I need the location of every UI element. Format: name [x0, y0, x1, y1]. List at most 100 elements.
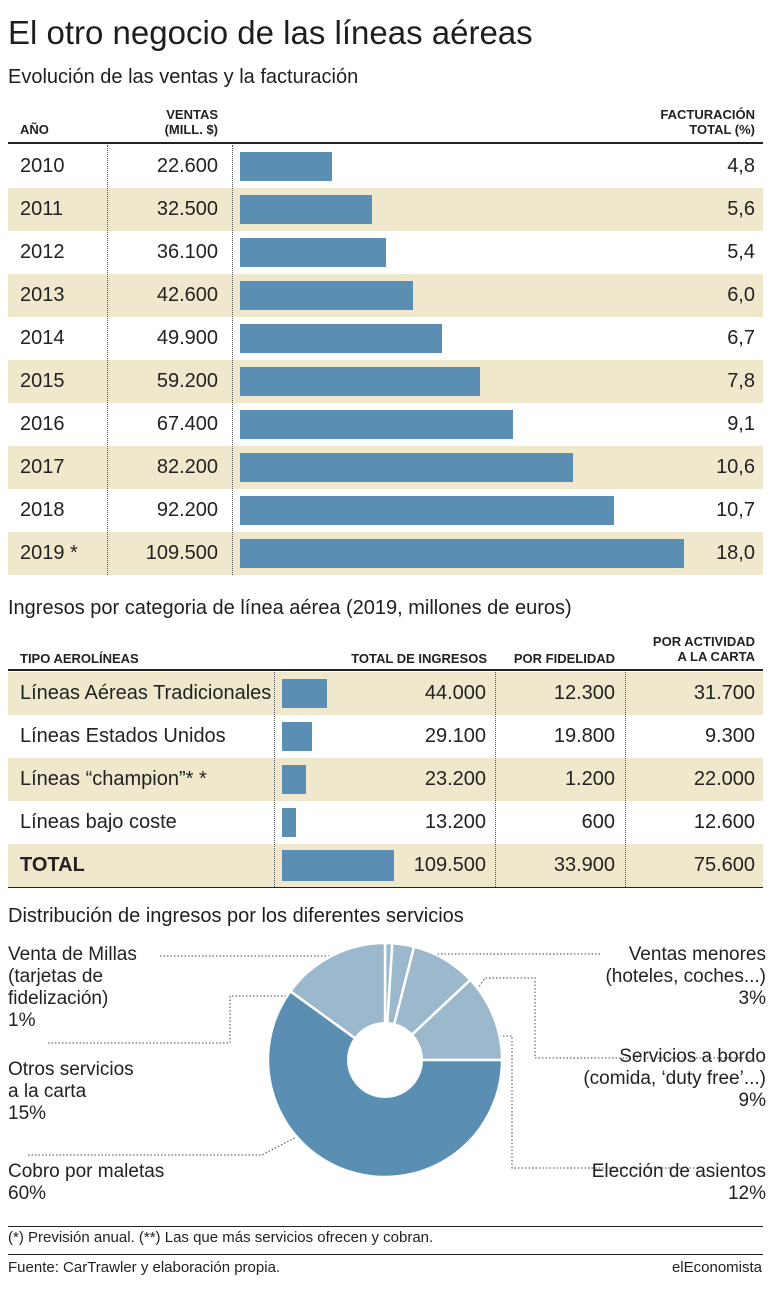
- pie-label-asientos: Elección de asientos 12%: [592, 1161, 766, 1205]
- total-income-value: 29.100: [424, 725, 486, 747]
- pie-label-text: Servicios a bordo: [619, 1046, 766, 1067]
- billing-pct-value: 7,8: [727, 370, 755, 392]
- pie-label-pct: 15%: [8, 1103, 47, 1124]
- year-cell: 2014: [20, 327, 65, 349]
- loyalty-value: 1.200: [564, 768, 615, 790]
- year-divider: [107, 145, 108, 575]
- pie-label-pct: 60%: [8, 1183, 47, 1204]
- category-row: Líneas Estados Unidos 29.100 19.800 9.300: [8, 715, 763, 758]
- source-note: Fuente: CarTrawler y elaboración propia.: [8, 1259, 281, 1276]
- pie-label-text: (hoteles, coches...): [605, 966, 766, 987]
- sales-header-rule: [8, 142, 763, 144]
- pie-label-text: a la carta: [8, 1081, 87, 1102]
- carta-header: POR ACTIVIDAD A LA CARTA: [625, 634, 755, 664]
- carta-value: 31.700: [693, 682, 755, 704]
- year-cell: 2018: [20, 499, 65, 521]
- sales-row: 2014 49.900 6,7: [8, 317, 763, 360]
- year-cell: 2017: [20, 456, 65, 478]
- carta-value: 75.600: [693, 854, 755, 876]
- category-name: Líneas bajo coste: [20, 811, 177, 833]
- sales-value: 49.900: [156, 327, 218, 349]
- year-cell: 2019 *: [20, 542, 78, 564]
- billing-pct-value: 6,0: [727, 284, 755, 306]
- total-divider: [495, 672, 496, 887]
- sales-bar: [240, 367, 480, 396]
- pie-label-otros: Otros servicios a la carta 15%: [8, 1059, 134, 1125]
- sales-value: 59.200: [156, 370, 218, 392]
- type-header: TIPO AEROLÍNEAS: [20, 651, 139, 666]
- category-bottom-rule: [8, 887, 763, 888]
- leader-line-asientos: [490, 1035, 698, 1169]
- billing-pct-value: 10,7: [716, 499, 755, 521]
- sales-value: 67.400: [156, 413, 218, 435]
- brand-logo: elEconomista: [671, 1259, 762, 1276]
- billing-pct-value: 10,6: [716, 456, 755, 478]
- sales-header: VENTAS (MILL. $): [150, 107, 218, 137]
- sales-value: 32.500: [156, 198, 218, 220]
- loyalty-value: 12.300: [553, 682, 615, 704]
- sales-divider: [232, 145, 233, 575]
- sales-value: 42.600: [156, 284, 218, 306]
- total-income-value: 44.000: [424, 682, 486, 704]
- carta-value: 9.300: [704, 725, 755, 747]
- year-cell: 2010: [20, 155, 65, 177]
- pie-label-pct: 3%: [738, 988, 766, 1009]
- services-chart-subtitle: Distribución de ingresos por los diferen…: [8, 905, 464, 927]
- services-pie-chart: [28, 941, 750, 1179]
- loyalty-value: 600: [581, 811, 615, 833]
- billing-pct-value: 18,0: [716, 542, 755, 564]
- sales-value: 109.500: [145, 542, 218, 564]
- carta-header-line1: POR ACTIVIDAD: [652, 634, 755, 649]
- pie-label-text: fidelización): [8, 988, 109, 1009]
- total-income-value: 23.200: [424, 768, 486, 790]
- income-bar: [282, 679, 327, 708]
- sales-value: 36.100: [156, 241, 218, 263]
- loyalty-value: 19.800: [553, 725, 615, 747]
- category-row: Líneas bajo coste 13.200 600 12.600: [8, 801, 763, 844]
- main-title: El otro negocio de las líneas aéreas: [8, 14, 533, 51]
- sales-header-line1: VENTAS: [166, 107, 218, 122]
- sales-row: 2018 92.200 10,7: [8, 489, 763, 532]
- year-cell: 2012: [20, 241, 65, 263]
- carta-value: 12.600: [693, 811, 755, 833]
- pie-label-text: Ventas menores: [628, 944, 766, 965]
- sales-row: 2015 59.200 7,8: [8, 360, 763, 403]
- category-row: Líneas Aéreas Tradicionales 44.000 12.300 3…: [8, 672, 763, 715]
- type-divider: [274, 672, 275, 887]
- income-bar: [282, 722, 312, 751]
- sales-bar: [240, 238, 386, 267]
- billing-pct-value: 5,4: [727, 241, 755, 263]
- sales-bar: [240, 453, 573, 482]
- category-name: Líneas Estados Unidos: [20, 725, 226, 747]
- total-income-value: 13.200: [424, 811, 486, 833]
- sales-bar: [240, 195, 372, 224]
- category-name: Líneas Aéreas Tradicionales: [20, 682, 272, 704]
- sales-bar: [240, 152, 332, 181]
- total-row: TOTAL 109.500 33.900 75.600: [8, 844, 763, 887]
- pie-label-menores: Ventas menores (hoteles, coches...) 3%: [605, 944, 766, 1010]
- pie-label-text: Elección de asientos: [591, 1161, 766, 1182]
- pie-label-text: Venta de Millas: [8, 944, 137, 965]
- sales-row: 2016 67.400 9,1: [8, 403, 763, 446]
- pie-label-text: Otros servicios: [8, 1059, 134, 1080]
- pie-label-millas: Venta de Millas (tarjetas de fidelización)…: [8, 944, 137, 1032]
- pie-label-text: (tarjetas de: [8, 966, 104, 987]
- carta-value: 22.000: [693, 768, 755, 790]
- category-chart-subtitle: Ingresos por categoria de línea aérea (2…: [8, 597, 572, 619]
- category-header-rule: [8, 669, 763, 671]
- footnote-rule: [8, 1226, 763, 1227]
- sales-value: 82.200: [156, 456, 218, 478]
- sales-bar: [240, 324, 442, 353]
- sales-row: 2011 32.500 5,6: [8, 188, 763, 231]
- sales-value: 22.600: [156, 155, 218, 177]
- leader-line-otros: [48, 995, 301, 1044]
- category-name: Líneas “champion”* *: [20, 768, 207, 790]
- pie-label-text: Cobro por maletas: [8, 1161, 165, 1182]
- pie-label-text: (comida, ‘duty free’...): [583, 1068, 766, 1089]
- loyalty-value: 33.900: [553, 854, 615, 876]
- total-income-header: TOTAL DE INGRESOS: [351, 651, 487, 666]
- category-row: Líneas “champion”* * 23.200 1.200 22.000: [8, 758, 763, 801]
- loyalty-header: POR FIDELIDAD: [513, 651, 615, 666]
- sales-row: 2012 36.100 5,4: [8, 231, 763, 274]
- pie-label-pct: 9%: [738, 1090, 766, 1111]
